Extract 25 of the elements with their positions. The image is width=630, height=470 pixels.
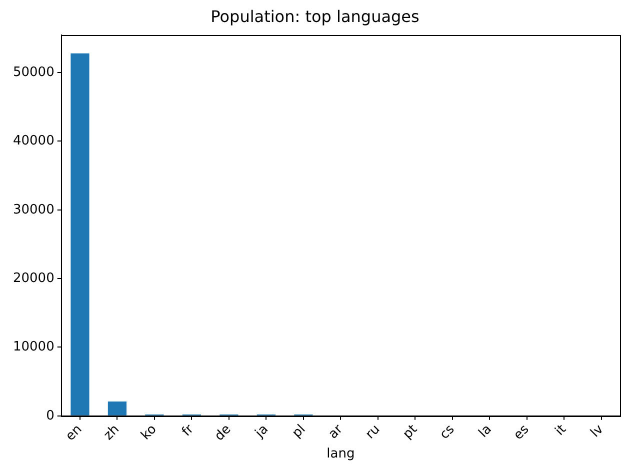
y-tick-label: 40000 bbox=[12, 134, 54, 149]
x-tick-label: fr bbox=[179, 422, 198, 440]
x-tick-label: pl bbox=[290, 422, 309, 442]
x-tick-label: de bbox=[212, 422, 234, 444]
x-tick-label: lv bbox=[588, 422, 607, 441]
x-tick-label: ru bbox=[362, 422, 384, 442]
y-tick-label: 30000 bbox=[12, 202, 54, 218]
x-tick-label: es bbox=[511, 422, 532, 444]
y-tick-label: 20000 bbox=[12, 270, 54, 286]
bar bbox=[108, 401, 127, 416]
x-tick-label: en bbox=[63, 422, 86, 444]
chart-title: Population: top languages bbox=[210, 6, 420, 26]
x-tick-label: ja bbox=[252, 422, 272, 442]
x-tick-label: la bbox=[476, 422, 495, 441]
x-tick-label: zh bbox=[101, 422, 122, 444]
x-tick-label: ar bbox=[326, 422, 346, 442]
x-tick-label: pt bbox=[400, 422, 420, 442]
x-axis-title: lang bbox=[326, 446, 355, 462]
y-tick-label: 50000 bbox=[12, 64, 54, 80]
y-tick-label: 0 bbox=[46, 408, 54, 424]
x-tick-label: it bbox=[552, 422, 570, 439]
x-tick-label: ko bbox=[138, 422, 160, 444]
y-tick-label: 10000 bbox=[12, 340, 54, 355]
x-tick-label: cs bbox=[437, 422, 458, 442]
bar bbox=[70, 53, 90, 416]
